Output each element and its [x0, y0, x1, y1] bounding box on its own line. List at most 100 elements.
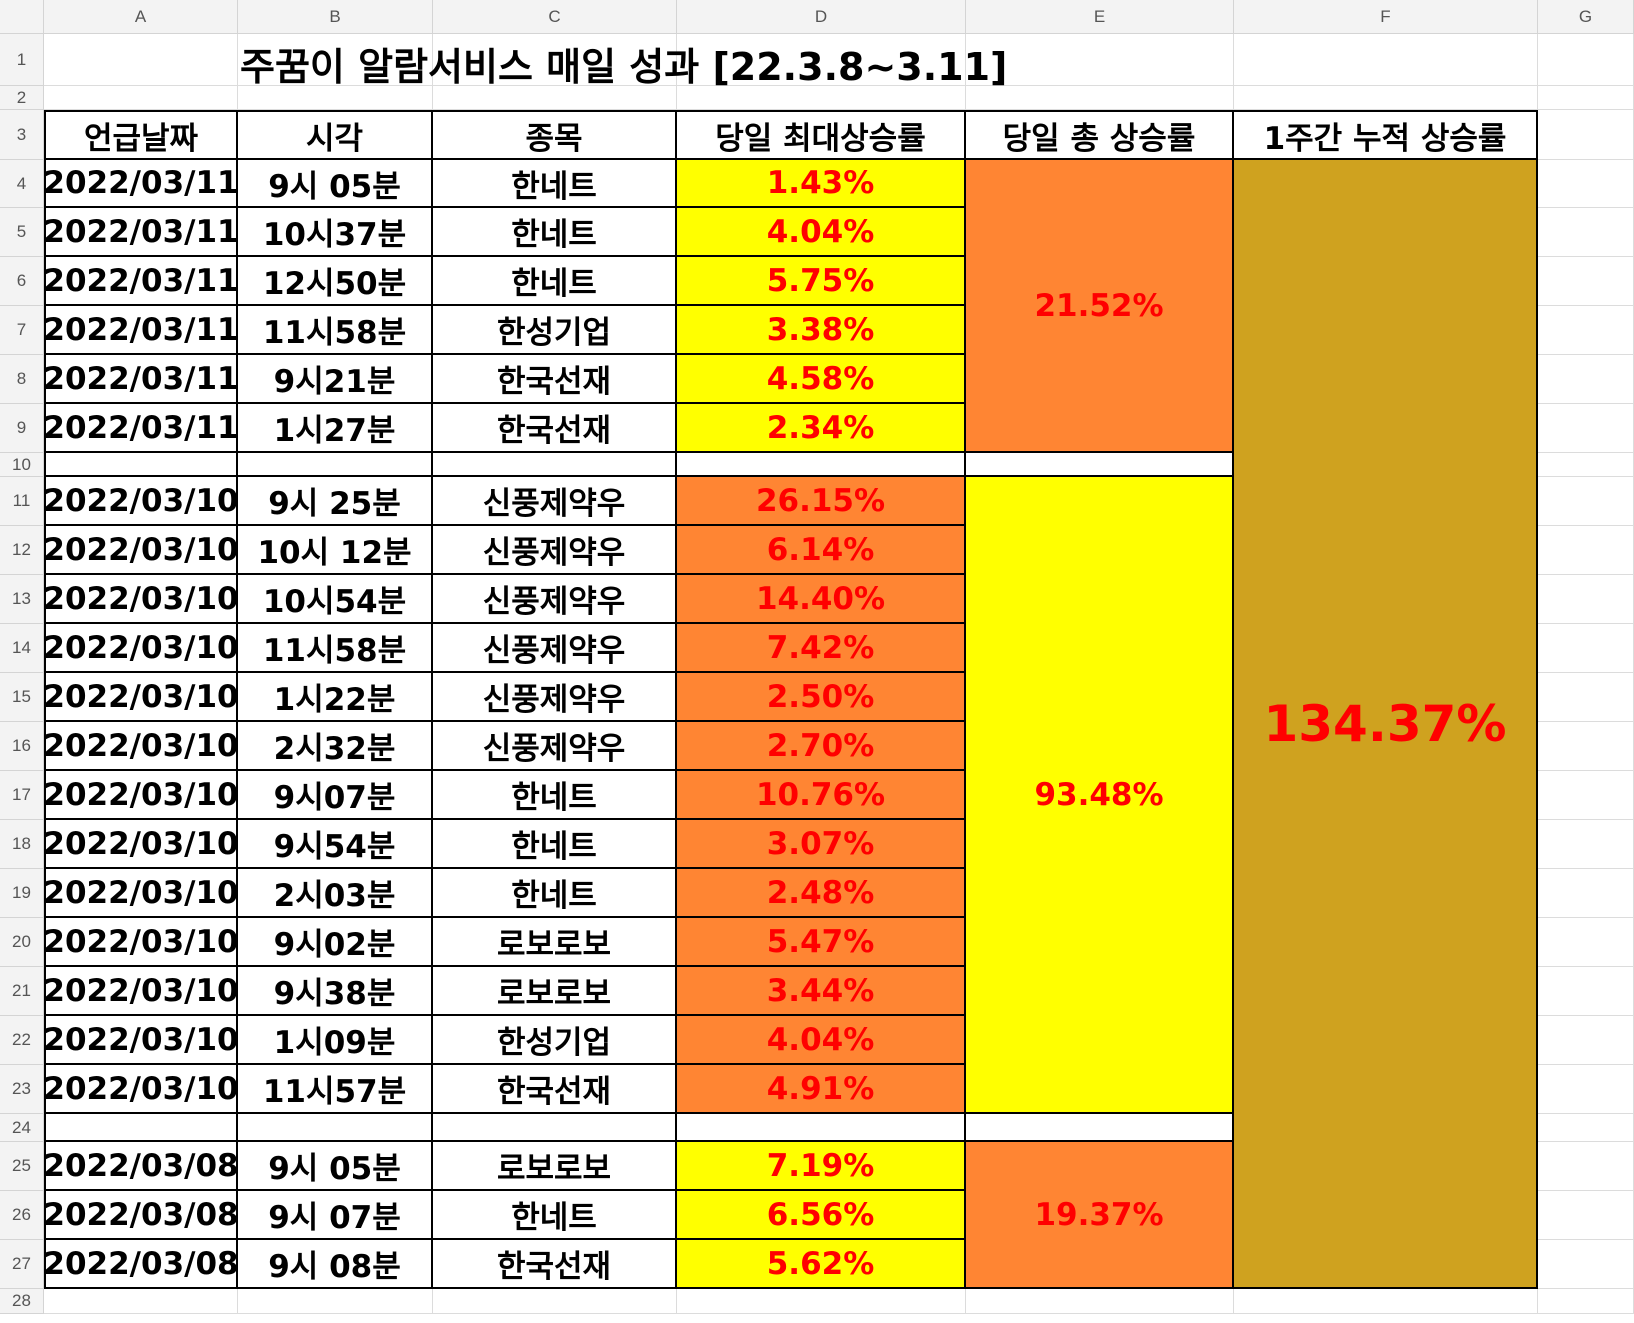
spacer-cell[interactable] — [433, 453, 677, 477]
date-cell[interactable]: 2022/03/11 — [44, 208, 238, 257]
grid-cell[interactable] — [1538, 624, 1634, 673]
grid-cell[interactable] — [1538, 722, 1634, 771]
grid-cell[interactable] — [966, 86, 1234, 110]
time-cell[interactable]: 9시 07분 — [238, 1191, 433, 1240]
row-header-3[interactable]: 3 — [0, 110, 44, 160]
grid-cell[interactable] — [238, 34, 433, 86]
grid-cell[interactable] — [1538, 1016, 1634, 1065]
date-cell[interactable]: 2022/03/10 — [44, 771, 238, 820]
grid-cell[interactable] — [1538, 160, 1634, 208]
grid-cell[interactable] — [1538, 404, 1634, 453]
time-cell[interactable]: 12시50분 — [238, 257, 433, 306]
stock-cell[interactable]: 한성기업 — [433, 306, 677, 355]
row-header-25[interactable]: 25 — [0, 1142, 44, 1191]
daily-total-0311[interactable]: 21.52% — [966, 160, 1234, 453]
max-rise-cell[interactable]: 3.38% — [677, 306, 966, 355]
header-cell-C[interactable]: 종목 — [433, 110, 677, 160]
row-header-23[interactable]: 23 — [0, 1065, 44, 1114]
grid-cell[interactable] — [1538, 355, 1634, 404]
max-rise-cell[interactable]: 14.40% — [677, 575, 966, 624]
time-cell[interactable]: 9시 08분 — [238, 1240, 433, 1289]
row-header-2[interactable]: 2 — [0, 86, 44, 110]
max-rise-cell[interactable]: 7.19% — [677, 1142, 966, 1191]
date-cell[interactable]: 2022/03/10 — [44, 526, 238, 575]
time-cell[interactable]: 10시 12분 — [238, 526, 433, 575]
header-cell-E[interactable]: 당일 총 상승률 — [966, 110, 1234, 160]
time-cell[interactable]: 11시58분 — [238, 624, 433, 673]
date-cell[interactable]: 2022/03/10 — [44, 820, 238, 869]
date-cell[interactable]: 2022/03/08 — [44, 1142, 238, 1191]
row-header-8[interactable]: 8 — [0, 355, 44, 404]
spacer-cell[interactable] — [238, 453, 433, 477]
grid-cell[interactable] — [1538, 257, 1634, 306]
spacer-cell[interactable] — [44, 453, 238, 477]
daily-total-0310[interactable]: 93.48% — [966, 477, 1234, 1114]
time-cell[interactable]: 9시 25분 — [238, 477, 433, 526]
spacer-cell[interactable] — [238, 1114, 433, 1142]
time-cell[interactable]: 9시07분 — [238, 771, 433, 820]
column-header-G[interactable]: G — [1538, 0, 1634, 34]
row-header-24[interactable]: 24 — [0, 1114, 44, 1142]
time-cell[interactable]: 9시 05분 — [238, 160, 433, 208]
date-cell[interactable]: 2022/03/11 — [44, 160, 238, 208]
row-header-15[interactable]: 15 — [0, 673, 44, 722]
column-header-E[interactable]: E — [966, 0, 1234, 34]
grid-cell[interactable] — [1538, 526, 1634, 575]
max-rise-cell[interactable]: 3.07% — [677, 820, 966, 869]
date-cell[interactable]: 2022/03/11 — [44, 257, 238, 306]
header-cell-B[interactable]: 시각 — [238, 110, 433, 160]
stock-cell[interactable]: 신풍제약우 — [433, 575, 677, 624]
date-cell[interactable]: 2022/03/10 — [44, 673, 238, 722]
row-header-6[interactable]: 6 — [0, 257, 44, 306]
grid-cell[interactable] — [1538, 453, 1634, 477]
date-cell[interactable]: 2022/03/10 — [44, 477, 238, 526]
time-cell[interactable]: 10시37분 — [238, 208, 433, 257]
time-cell[interactable]: 2시32분 — [238, 722, 433, 771]
date-cell[interactable]: 2022/03/11 — [44, 404, 238, 453]
row-header-11[interactable]: 11 — [0, 477, 44, 526]
stock-cell[interactable]: 로보로보 — [433, 1142, 677, 1191]
time-cell[interactable]: 10시54분 — [238, 575, 433, 624]
date-cell[interactable]: 2022/03/10 — [44, 967, 238, 1016]
time-cell[interactable]: 1시22분 — [238, 673, 433, 722]
time-cell[interactable]: 9시38분 — [238, 967, 433, 1016]
row-header-21[interactable]: 21 — [0, 967, 44, 1016]
row-header-14[interactable]: 14 — [0, 624, 44, 673]
row-header-12[interactable]: 12 — [0, 526, 44, 575]
grid-cell[interactable] — [1538, 575, 1634, 624]
max-rise-cell[interactable]: 5.47% — [677, 918, 966, 967]
stock-cell[interactable]: 한성기업 — [433, 1016, 677, 1065]
time-cell[interactable]: 1시27분 — [238, 404, 433, 453]
max-rise-cell[interactable]: 2.34% — [677, 404, 966, 453]
row-header-5[interactable]: 5 — [0, 208, 44, 257]
spacer-cell[interactable] — [433, 1114, 677, 1142]
row-header-18[interactable]: 18 — [0, 820, 44, 869]
time-cell[interactable]: 11시58분 — [238, 306, 433, 355]
row-header-19[interactable]: 19 — [0, 869, 44, 918]
grid-cell[interactable] — [1538, 820, 1634, 869]
header-cell-D[interactable]: 당일 최대상승률 — [677, 110, 966, 160]
grid-cell[interactable] — [238, 86, 433, 110]
stock-cell[interactable]: 신풍제약우 — [433, 477, 677, 526]
date-cell[interactable]: 2022/03/10 — [44, 869, 238, 918]
date-cell[interactable]: 2022/03/10 — [44, 575, 238, 624]
max-rise-cell[interactable]: 26.15% — [677, 477, 966, 526]
stock-cell[interactable]: 한국선재 — [433, 355, 677, 404]
grid-cell[interactable] — [966, 34, 1234, 86]
column-header-C[interactable]: C — [433, 0, 677, 34]
row-header-4[interactable]: 4 — [0, 160, 44, 208]
max-rise-cell[interactable]: 2.48% — [677, 869, 966, 918]
stock-cell[interactable]: 신풍제약우 — [433, 673, 677, 722]
date-cell[interactable]: 2022/03/10 — [44, 1065, 238, 1114]
grid-cell[interactable] — [44, 86, 238, 110]
stock-cell[interactable]: 한국선재 — [433, 404, 677, 453]
row-header-10[interactable]: 10 — [0, 453, 44, 477]
stock-cell[interactable]: 신풍제약우 — [433, 526, 677, 575]
daily-total-0308[interactable]: 19.37% — [966, 1142, 1234, 1289]
grid-cell[interactable] — [1538, 1142, 1634, 1191]
grid-cell[interactable] — [1538, 918, 1634, 967]
date-cell[interactable]: 2022/03/08 — [44, 1240, 238, 1289]
max-rise-cell[interactable]: 4.91% — [677, 1065, 966, 1114]
grid-cell[interactable] — [1538, 477, 1634, 526]
max-rise-cell[interactable]: 3.44% — [677, 967, 966, 1016]
